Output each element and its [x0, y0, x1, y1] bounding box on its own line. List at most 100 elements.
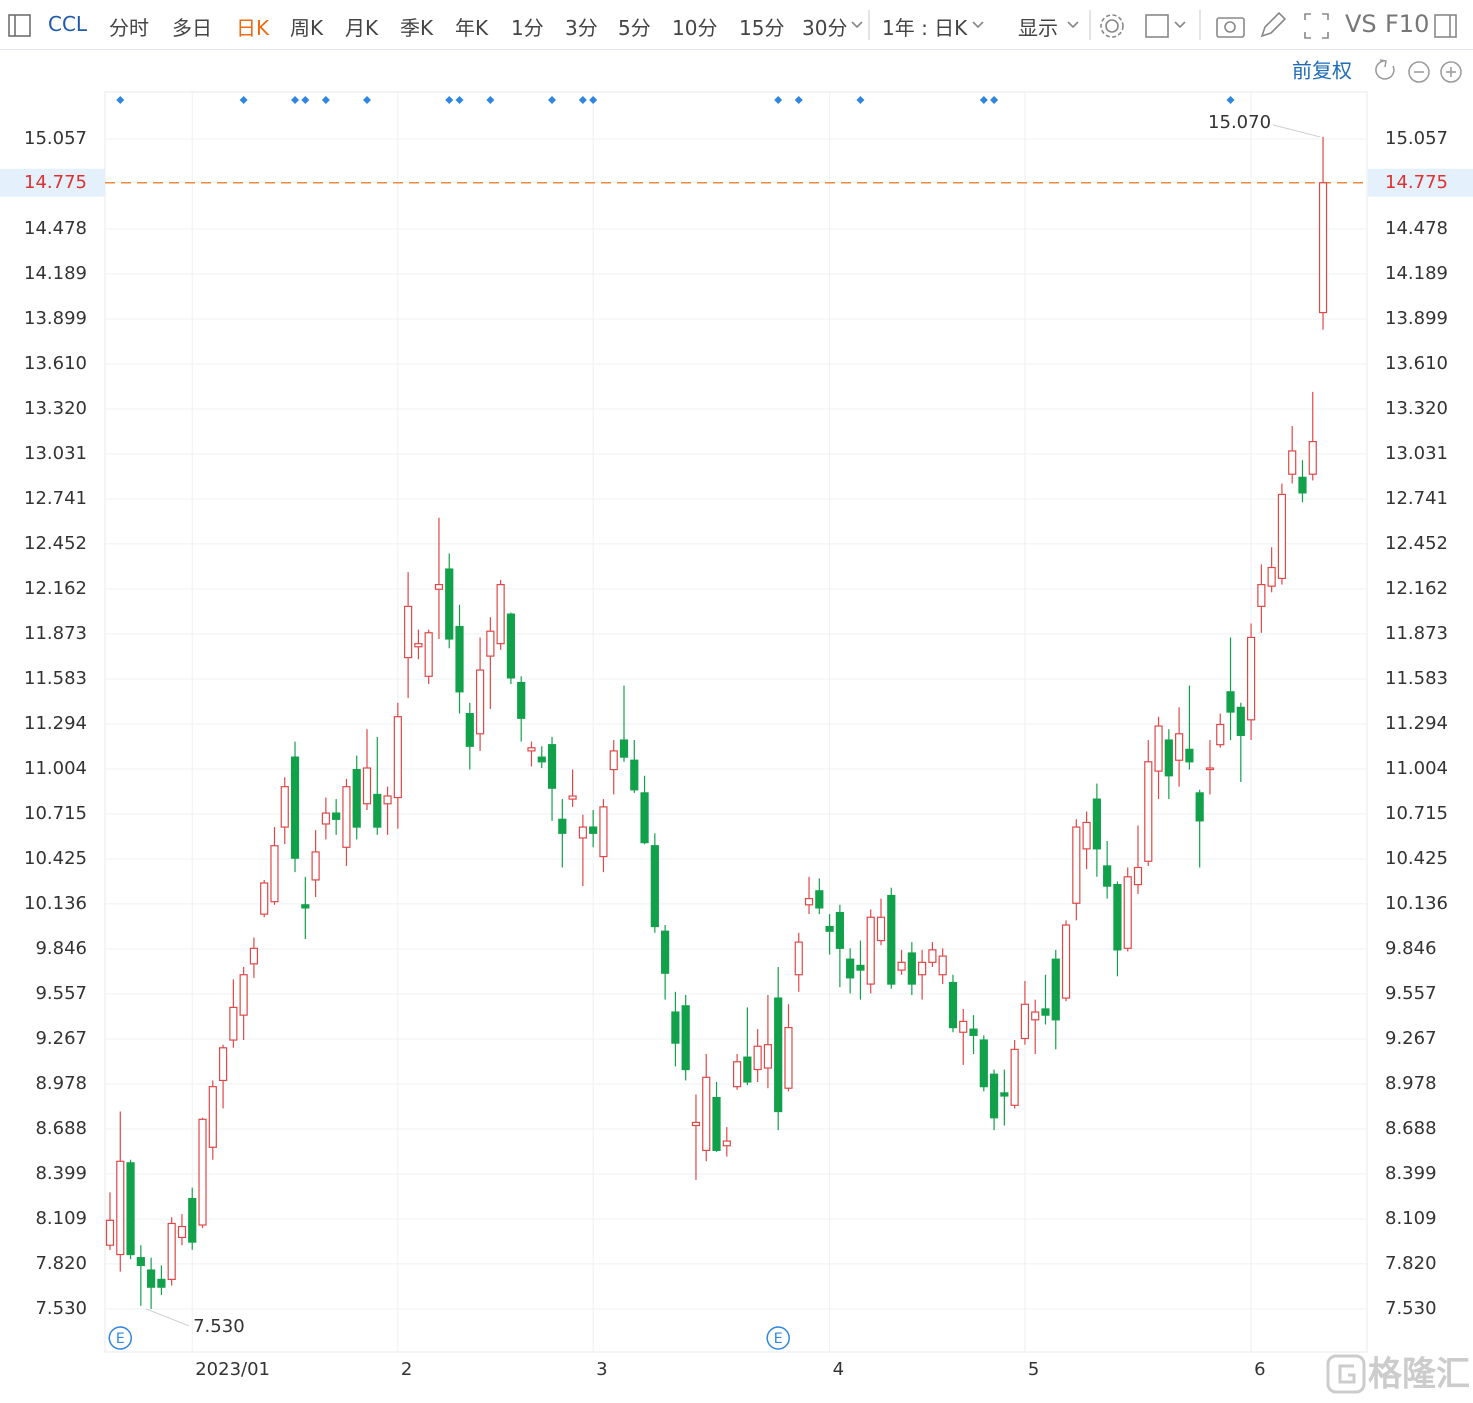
candle-body: [167, 1222, 176, 1281]
period-tab[interactable]: 30分: [802, 16, 848, 40]
candle-body: [1092, 798, 1101, 850]
y-tick-label: 11.583: [1385, 668, 1448, 689]
period-tab[interactable]: 季K: [400, 16, 434, 40]
candle-body: [301, 904, 310, 909]
candle-body: [414, 643, 423, 648]
candle-body: [599, 806, 608, 858]
period-tab[interactable]: 15分: [739, 16, 785, 40]
period-tab[interactable]: 分时: [109, 16, 149, 40]
y-tick-label: 12.452: [1385, 533, 1448, 554]
candle-body: [105, 1219, 115, 1246]
candle-body: [1257, 583, 1266, 607]
candle-body: [527, 747, 536, 752]
period-tab[interactable]: 1分: [511, 16, 544, 40]
panel-icon[interactable]: [8, 14, 32, 38]
period-tab[interactable]: 10分: [672, 16, 718, 40]
x-tick-label: 3: [596, 1359, 607, 1380]
y-tick-label: 9.846: [35, 938, 87, 959]
y-tick-label: 15.057: [24, 128, 87, 149]
y-tick-label: 10.715: [24, 803, 87, 824]
event-marker: [578, 96, 587, 104]
candle-body: [321, 812, 330, 825]
y-tick-label: 9.267: [1385, 1028, 1437, 1049]
candle-body: [547, 744, 557, 789]
candle-body: [147, 1269, 156, 1288]
candle-body: [1216, 723, 1225, 746]
candle-body: [948, 981, 958, 1029]
candle-body: [116, 1160, 125, 1256]
y-tick-label: 15.057: [1385, 128, 1448, 149]
y-tick-label: 8.399: [35, 1163, 87, 1184]
symbol[interactable]: CCL: [48, 12, 88, 36]
candle-body: [568, 795, 577, 800]
high-label: 15.070: [1208, 112, 1271, 133]
candle-body: [578, 826, 587, 839]
candle-body: [393, 716, 402, 799]
candle-body: [445, 568, 454, 640]
candle-body: [362, 767, 372, 805]
grid: [104, 91, 1368, 1353]
y-tick-label: 13.031: [24, 443, 87, 464]
candle-body: [897, 961, 906, 971]
event-marker: [455, 96, 464, 104]
y-tick-label: 11.873: [24, 623, 87, 644]
y-tick-label: 7.820: [1385, 1253, 1437, 1274]
period-tab[interactable]: 多日: [172, 16, 212, 40]
candle-body: [506, 613, 516, 679]
vs-button[interactable]: VS: [1345, 10, 1377, 38]
range-select[interactable]: 1年 : 日K: [882, 16, 968, 40]
candle-body: [1020, 1003, 1030, 1040]
candle-body: [424, 632, 433, 677]
candle-body: [1082, 821, 1091, 850]
x-tick-label: 6: [1254, 1359, 1265, 1380]
zoom-controls[interactable]: [1375, 59, 1462, 83]
candle-body: [558, 818, 567, 834]
event-marker: [979, 96, 988, 104]
period-tab[interactable]: 月K: [345, 16, 379, 40]
candle-body: [352, 768, 361, 828]
display-select[interactable]: 显示: [1018, 16, 1058, 40]
event-marker: [301, 96, 310, 104]
x-tick-label: 5: [1028, 1359, 1039, 1380]
candle-body: [804, 897, 814, 906]
x-tick-label: 2: [401, 1359, 412, 1380]
adjust-mode[interactable]: 前复权: [1292, 59, 1352, 83]
candle-body: [1288, 450, 1297, 475]
candle-body: [1185, 748, 1194, 763]
y-tick-label: 14.478: [24, 218, 87, 239]
y-tick-label: 13.320: [24, 398, 87, 419]
period-tab[interactable]: 年K: [455, 16, 489, 40]
candle-body: [1041, 1008, 1050, 1016]
candle-body: [969, 1028, 978, 1036]
candle-body: [208, 1086, 217, 1148]
x-tick-label: 4: [833, 1359, 844, 1380]
event-marker: [794, 96, 803, 104]
candle-body: [1308, 440, 1317, 475]
candle-body: [732, 1061, 742, 1088]
candle-body: [825, 925, 834, 932]
candle-body: [784, 1026, 793, 1089]
candle-body: [589, 826, 598, 834]
candle-body: [332, 812, 341, 820]
y-tick-label: 13.899: [24, 308, 87, 329]
event-marker: [486, 96, 495, 104]
event-marker: [856, 96, 865, 104]
candle-body: [846, 958, 855, 979]
period-tab[interactable]: 5分: [618, 16, 651, 40]
y-tick-label: 10.715: [1385, 803, 1448, 824]
f10-button[interactable]: F10: [1385, 10, 1430, 38]
last-price-label: 14.775: [1385, 172, 1448, 193]
y-tick-label: 14.189: [1385, 263, 1448, 284]
y-tick-label: 8.109: [1385, 1208, 1437, 1229]
period-tab[interactable]: 日K: [236, 16, 270, 40]
period-tab[interactable]: 周K: [290, 16, 324, 40]
watermark: 格隆汇: [1326, 1354, 1470, 1395]
candle-body: [907, 952, 916, 985]
y-tick-label: 12.741: [24, 488, 87, 509]
candle-body: [815, 890, 824, 909]
period-tab[interactable]: 3分: [565, 16, 598, 40]
last-price-box: [0, 168, 105, 197]
candle-body: [537, 756, 546, 763]
y-tick-label: 12.452: [24, 533, 87, 554]
candle-body: [650, 845, 659, 928]
